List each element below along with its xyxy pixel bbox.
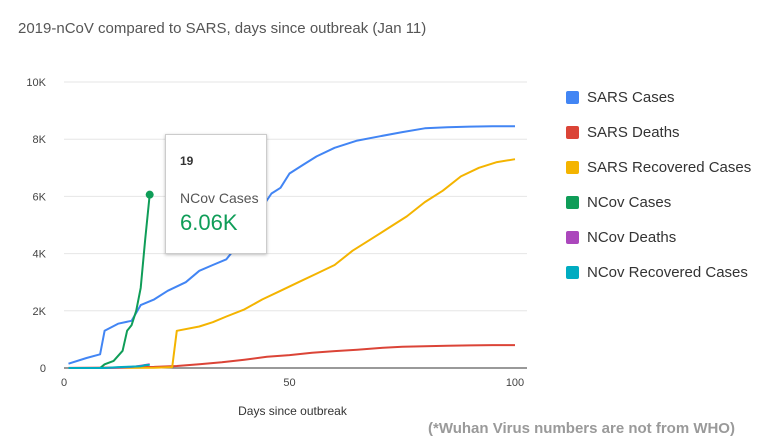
legend-label: NCov Cases [587,194,672,211]
tooltip-label: NCov Cases [180,190,259,206]
legend-label: SARS Deaths [587,124,680,141]
series-line-sars-cases[interactable] [68,125,516,365]
x-tick-label: 0 [61,377,67,389]
x-tick-label: 100 [506,377,524,389]
legend-label: NCov Deaths [587,229,677,246]
legend-item[interactable]: SARS Deaths [566,115,751,150]
legend-item[interactable]: NCov Deaths [566,220,751,255]
legend: SARS Cases SARS Deaths SARS Recovered Case… [566,80,751,290]
legend-swatch [566,231,579,244]
legend-item[interactable]: SARS Recovered Cases [566,150,751,185]
chart-title: 2019-nCoV compared to SARS, days since o… [18,20,427,37]
y-tick-label: 0 [40,363,46,375]
y-tick-label: 6K [33,191,47,203]
highlighted-point[interactable] [145,190,154,199]
legend-item[interactable]: NCov Cases [566,185,751,220]
series-line-ncov-cases[interactable] [68,194,151,369]
series-line-ncov-recovered-cases[interactable] [68,363,150,369]
legend-swatch [566,266,579,279]
legend-label: SARS Recovered Cases [587,159,752,176]
legend-swatch [566,91,579,104]
y-tick-label: 8K [33,134,47,146]
y-tick-label: 2K [33,306,47,318]
x-tick-label: 50 [283,377,295,389]
footnote: (*Wuhan Virus numbers are not from WHO) [428,420,735,437]
series-line-sars-recovered-cases[interactable] [109,158,516,369]
tooltip-day: 19 [180,154,194,168]
legend-swatch [566,126,579,139]
legend-item[interactable]: NCov Recovered Cases [566,255,751,290]
y-tick-label: 10K [26,77,46,89]
x-axis-title: Days since outbreak [238,404,347,418]
legend-label: SARS Cases [587,89,675,106]
tooltip-value: 6.06K [180,210,238,235]
legend-item[interactable]: SARS Cases [566,80,751,115]
legend-swatch [566,161,579,174]
tooltip: 19 NCov Cases 6.06K [165,134,267,254]
legend-label: NCov Recovered Cases [587,264,748,281]
series-line-sars-deaths[interactable] [68,344,516,369]
y-tick-label: 4K [33,249,47,261]
legend-swatch [566,196,579,209]
